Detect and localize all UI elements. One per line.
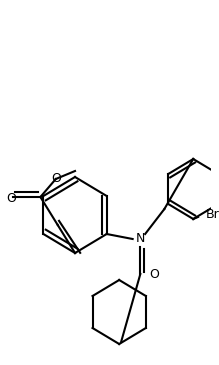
Text: O: O	[51, 173, 61, 185]
Text: Br: Br	[206, 207, 219, 220]
Text: O: O	[149, 268, 159, 280]
Text: O: O	[7, 192, 16, 205]
Text: N: N	[136, 233, 145, 246]
